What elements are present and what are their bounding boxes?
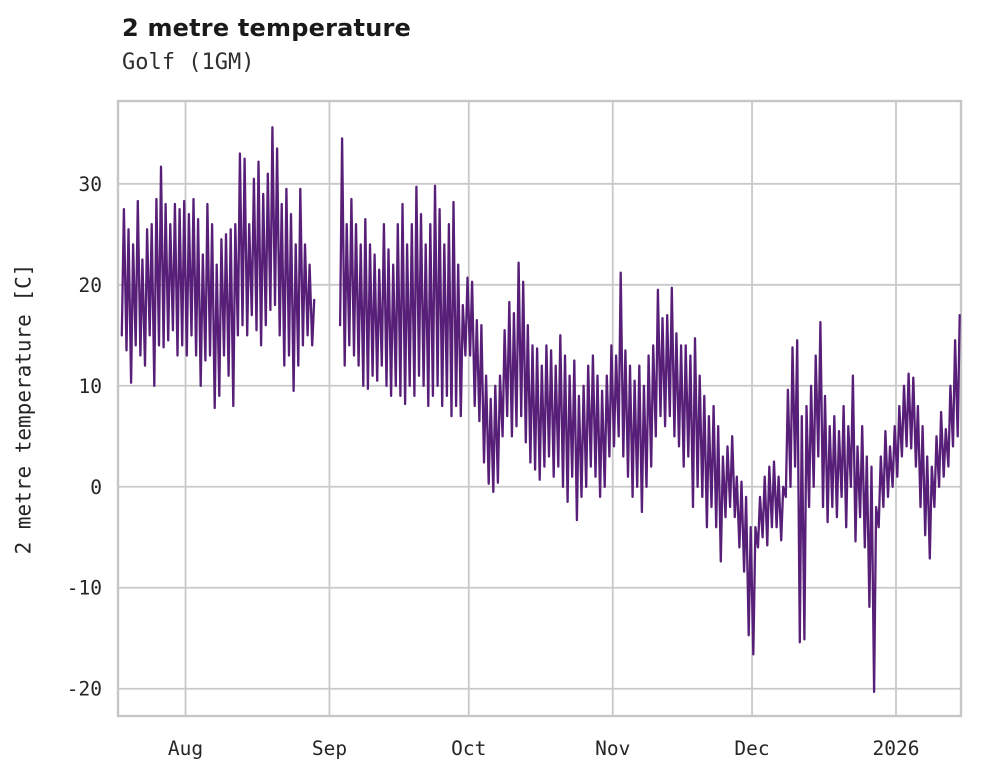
x-tick-label: Oct	[451, 737, 486, 760]
chart-title: 2 metre temperature	[122, 14, 411, 42]
y-axis-label-container: 2 metre temperature [C]	[0, 101, 46, 716]
x-tick-label: Sep	[312, 737, 347, 760]
y-axis-label: 2 metre temperature [C]	[11, 263, 36, 554]
x-tick-labels: Aug Sep Oct Nov Dec 2026	[168, 737, 920, 760]
y-tick-label: -10	[67, 577, 102, 600]
y-tick-label: 0	[90, 476, 102, 499]
y-tick-label: -20	[67, 678, 102, 701]
x-tick-label: 2026	[873, 737, 920, 760]
temperature-series	[120, 126, 961, 693]
y-tick-label: 30	[79, 173, 102, 196]
x-tick-label: Nov	[595, 737, 630, 760]
y-tick-labels: 30 20 10 0 -10 -20	[67, 173, 102, 701]
x-tick-label: Dec	[734, 737, 769, 760]
y-tick-label: 10	[79, 375, 102, 398]
plot-spine	[116, 99, 963, 718]
x-tick-label: Aug	[168, 737, 203, 760]
plot-border	[116, 99, 963, 718]
temperature-series-line	[120, 126, 961, 693]
y-tick-label: 20	[79, 274, 102, 297]
chart-subtitle: Golf (1GM)	[122, 50, 255, 75]
